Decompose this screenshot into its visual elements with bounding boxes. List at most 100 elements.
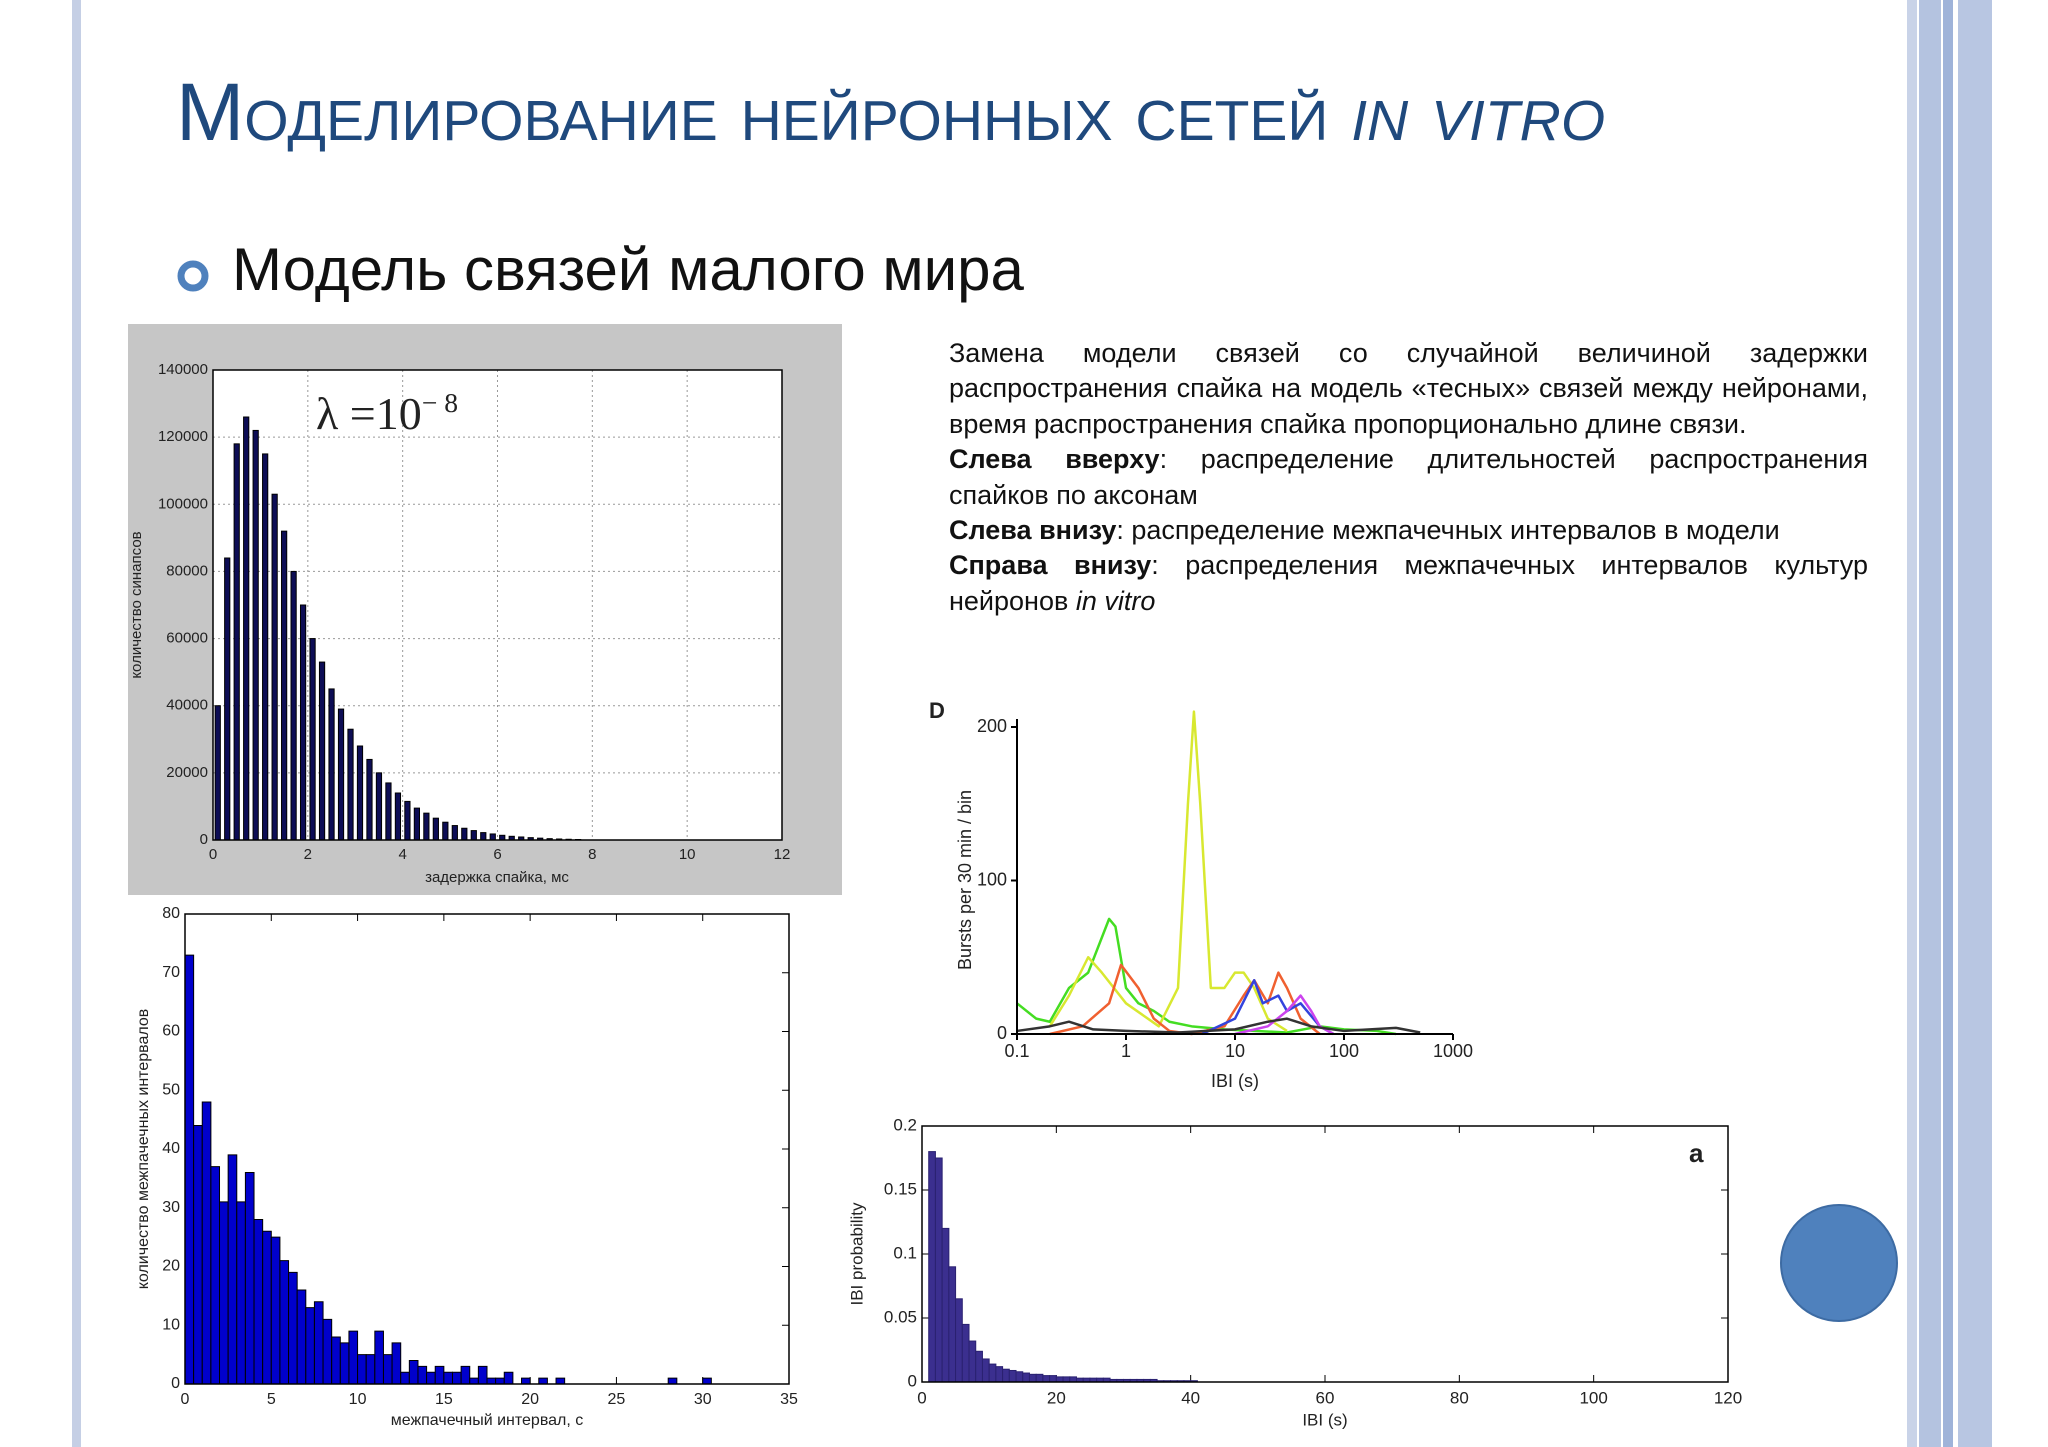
bar	[1022, 1372, 1030, 1383]
paragraph: Справа внизу: распределения межпачечных …	[949, 548, 1868, 619]
bar	[988, 1363, 997, 1383]
left-stripe	[72, 0, 81, 1447]
bar	[451, 1371, 462, 1385]
bar	[413, 807, 420, 841]
bar	[451, 825, 458, 841]
x-axis-label: IBI (s)	[1211, 1071, 1259, 1091]
x-tick-label: 0	[181, 1391, 190, 1408]
bar	[934, 1157, 943, 1383]
x-tick-label: 0.1	[1004, 1041, 1029, 1061]
bar	[313, 1301, 324, 1385]
bar	[434, 1365, 445, 1385]
bar	[339, 1342, 350, 1385]
bar	[394, 792, 402, 841]
label: Справа внизу	[949, 550, 1152, 581]
y-tick-label: 60	[162, 1023, 180, 1040]
bar	[252, 429, 259, 841]
decor-circle	[1780, 1204, 1898, 1322]
bar	[955, 1298, 963, 1383]
bar	[219, 1201, 229, 1385]
paragraph: Слева внизу: распределение межпачечных и…	[949, 513, 1868, 548]
x-tick-label: 5	[267, 1391, 276, 1408]
x-tick-label: 1	[1121, 1041, 1131, 1061]
bar	[305, 1307, 315, 1385]
series-line	[1016, 1017, 1421, 1034]
x-tick-label: 80	[1450, 1388, 1469, 1407]
emphasis: in vitro	[1075, 585, 1156, 616]
bar	[486, 1377, 497, 1385]
y-tick-label: 100	[977, 869, 1007, 889]
annotation-exponent: − 8	[422, 387, 458, 418]
annotation-text: λ =10	[316, 388, 422, 439]
annotation: λ =10− 8	[316, 387, 458, 438]
y-axis-label: количество межпачечных интервалов	[135, 1009, 152, 1290]
bar	[503, 1371, 514, 1385]
x-tick-label: 1000	[1433, 1041, 1473, 1061]
y-tick-label: 10	[162, 1316, 180, 1333]
text: : распределения межпачечных интервалов к…	[949, 550, 1868, 616]
bar	[521, 1377, 531, 1385]
y-tick-label: 0	[997, 1023, 1007, 1043]
bar	[404, 800, 411, 841]
y-tick-label: 0.1	[893, 1243, 917, 1262]
bar	[385, 782, 392, 841]
y-tick-label: 100000	[158, 495, 208, 512]
y-tick-label: 200	[977, 716, 1007, 736]
bar	[961, 1323, 970, 1383]
bullet-marker	[177, 260, 209, 292]
x-axis-label: межпачечный интервал, с	[391, 1412, 584, 1429]
bar	[461, 827, 468, 841]
y-tick-label: 50	[162, 1081, 180, 1098]
bar	[480, 832, 487, 841]
bar	[1008, 1369, 1017, 1383]
bar	[374, 1330, 384, 1385]
bar	[1049, 1375, 1057, 1383]
y-axis-label: IBI probability	[847, 1202, 866, 1305]
bullet: Модель связей малого мира	[232, 236, 1024, 303]
y-tick-label: 0	[171, 1375, 180, 1392]
bar	[279, 1260, 290, 1385]
x-tick-label: 15	[435, 1391, 453, 1408]
bar	[236, 1201, 246, 1385]
y-tick-label: 0.15	[884, 1179, 917, 1198]
x-tick-label: 25	[608, 1391, 626, 1408]
plot-frame	[184, 913, 790, 1385]
paragraph: Замена модели связей со случайной величи…	[949, 338, 1868, 439]
bar	[975, 1350, 983, 1383]
annotation: D	[929, 698, 945, 723]
x-tick-label: 40	[1181, 1388, 1200, 1407]
y-tick-label: 30	[162, 1199, 180, 1216]
bar	[243, 416, 250, 841]
x-axis-label: задержка спайка, мс	[425, 869, 569, 886]
bar	[968, 1340, 977, 1383]
x-tick-label: 20	[1047, 1388, 1066, 1407]
plot-frame	[921, 1125, 1729, 1383]
bar	[981, 1358, 990, 1383]
bar	[702, 1377, 712, 1385]
bar	[477, 1365, 488, 1385]
bar	[382, 1354, 393, 1385]
x-tick-label: 0	[917, 1388, 926, 1407]
bar	[214, 705, 221, 841]
bar	[1069, 1376, 1077, 1383]
bar	[423, 812, 430, 841]
bar	[375, 772, 383, 841]
y-axis-label: Bursts per 30 min / bin	[955, 790, 975, 970]
x-tick-label: 6	[493, 846, 501, 863]
x-tick-label: 8	[588, 846, 596, 863]
bar	[667, 1377, 678, 1385]
annotation-text: a	[1689, 1138, 1704, 1168]
bar	[328, 688, 335, 841]
bar	[201, 1101, 212, 1385]
text: : распределение длительностей распростра…	[949, 444, 1868, 510]
bar	[400, 1371, 410, 1385]
x-tick-label: 30	[694, 1391, 712, 1408]
bar	[227, 1154, 238, 1385]
bar	[995, 1366, 1004, 1383]
bar	[233, 443, 240, 841]
bar	[1042, 1375, 1051, 1383]
bar	[469, 1377, 479, 1385]
bar	[271, 493, 278, 841]
bar	[210, 1166, 221, 1385]
